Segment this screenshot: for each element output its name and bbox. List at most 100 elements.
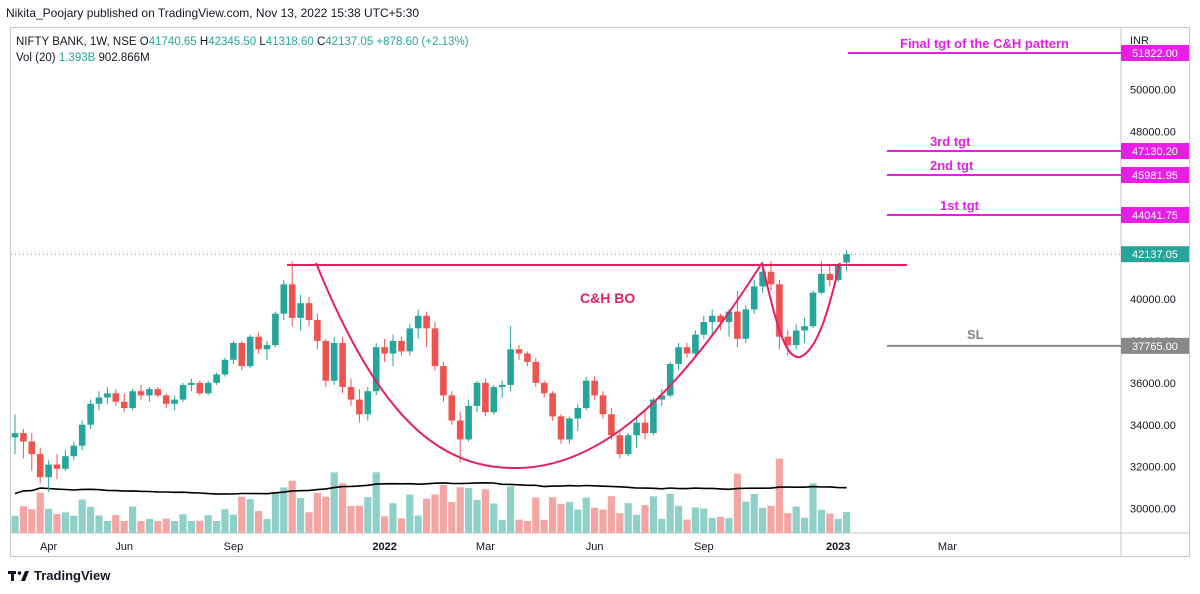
footer-brand[interactable]: TradingView [34,568,111,583]
breakout-label: C&H BO [580,290,635,306]
stop-loss-label: SL [967,327,984,342]
candle-body [641,422,649,434]
x-tick-label: Jun [586,541,604,553]
candle-body [666,363,674,396]
volume-bar [288,480,296,533]
candle-body [465,405,472,440]
legend-volume-row: Vol (20) 1.393B 902.866M [16,50,469,66]
y-tick-label: 48000.00 [1130,126,1176,138]
candle-body [364,391,372,415]
x-tick-label: 2023 [826,541,850,553]
candle-body [11,433,19,438]
volume-bar [784,513,792,533]
volume-bar [666,493,674,533]
volume-bar [624,503,632,533]
candle-body [440,366,447,396]
volume-bar [347,505,355,533]
x-tick-label: Apr [40,541,57,553]
volume-bar [599,509,607,533]
volume-bar [423,498,431,533]
volume-bar [582,497,590,533]
candle-body [255,336,262,350]
second-target-price: 45981.95 [1132,170,1178,182]
candle-body [347,387,355,400]
candle-body [339,343,346,388]
candle-body [414,315,422,329]
volume-bar [532,497,540,533]
volume-bar [187,521,195,533]
volume-bar [406,494,414,533]
candle-body [616,435,624,455]
candle-body [448,395,456,421]
volume-bar [801,517,809,533]
volume-bar [498,519,506,533]
candle-body [843,254,850,263]
candle-body [314,319,321,341]
candle-body [129,391,136,408]
candle-body [28,441,36,455]
chart-legend: NIFTY BANK, 1W, NSE O41740.65 H42345.50 … [16,34,469,66]
candle-body [784,336,792,346]
volume-ma-line [14,481,847,495]
candle-body [87,403,94,425]
currency-label: INR [1130,35,1149,47]
legend-ohlc-row: NIFTY BANK, 1W, NSE O41740.65 H42345.50 … [16,34,469,50]
candle-body [305,303,313,320]
candle-body [78,424,86,446]
legend-open: 41740.65 [148,36,197,48]
legend-symbol[interactable]: NIFTY BANK, 1W, NSE [16,36,137,48]
candle-body [171,399,178,404]
volume-bar [313,492,321,533]
candle-body [624,435,632,455]
volume-bar [204,515,212,533]
volume-bar [129,506,137,533]
candle-body [734,311,741,339]
candle-body [423,315,430,329]
candle-body [473,382,481,406]
volume-bar [540,519,548,533]
candle-body [759,271,766,287]
last-price-label: 42137.05 [1132,249,1178,261]
candle-body [490,387,498,413]
volume-bar [523,521,531,533]
candle-body [322,340,330,381]
volume-bar [397,518,405,533]
candle-body [221,359,229,375]
candle-body [104,393,111,398]
cup-curve [315,262,763,470]
candle-body [532,361,540,383]
candle-body [599,395,607,415]
first-target-price-tag [1121,207,1189,223]
volume-bar [641,505,649,533]
volume-bar [255,511,263,533]
last-price-tag [1121,246,1189,263]
volume-bar [515,519,523,533]
volume-bar [154,521,162,533]
publisher-caption: Nikita_Poojary published on TradingView.… [6,6,420,20]
volume-bar [481,489,489,533]
candle-body [389,340,397,354]
volume-bar [137,521,145,533]
volume-bar [565,502,573,533]
candle-body [591,380,598,396]
candle-body [154,389,162,396]
legend-volume-ma: 902.866M [98,52,150,64]
candle-body [767,271,775,285]
volume-bar [120,521,128,533]
volume-bar [490,503,498,533]
candle-body [372,347,380,392]
candle-body [238,343,246,367]
candle-body [549,393,556,417]
candle-body [557,416,565,440]
second-target-label: 2nd tgt [930,158,974,173]
volume-bar [78,499,86,533]
volume-bar [305,512,313,533]
volume-bar [775,458,783,533]
volume-bar [263,519,271,533]
legend-volume-value: 1.393B [58,52,96,64]
candle-body [540,382,548,394]
y-tick-label: 34000.00 [1130,420,1176,432]
volume-bar [750,494,758,533]
legend-volume-label[interactable]: Vol (20) [16,52,56,64]
